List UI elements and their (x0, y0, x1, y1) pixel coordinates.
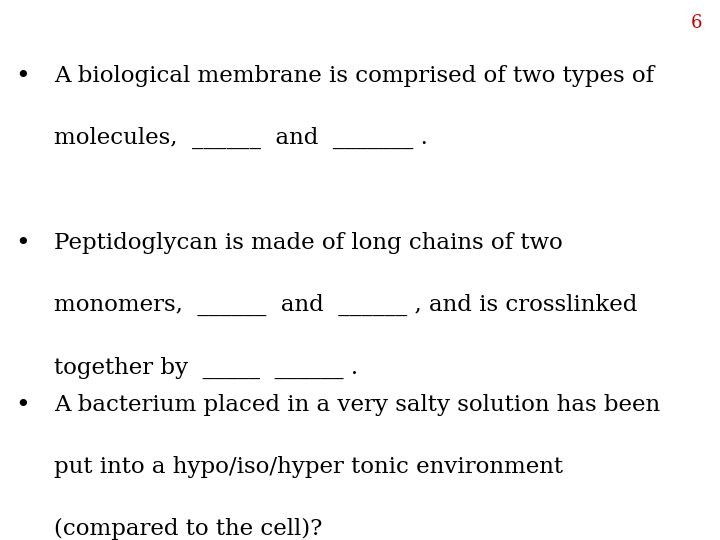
Text: •: • (16, 394, 30, 417)
Text: A biological membrane is comprised of two types of: A biological membrane is comprised of tw… (54, 65, 654, 87)
Text: (compared to the cell)?: (compared to the cell)? (54, 518, 323, 540)
Text: 6: 6 (690, 14, 702, 31)
Text: •: • (16, 65, 30, 88)
Text: molecules,  ______  and  _______ .: molecules, ______ and _______ . (54, 127, 428, 149)
Text: Peptidoglycan is made of long chains of two: Peptidoglycan is made of long chains of … (54, 232, 563, 254)
Text: •: • (16, 232, 30, 255)
Text: put into a hypo/iso/hyper tonic environment: put into a hypo/iso/hyper tonic environm… (54, 456, 563, 478)
Text: together by  _____  ______ .: together by _____ ______ . (54, 356, 358, 379)
Text: monomers,  ______  and  ______ , and is crosslinked: monomers, ______ and ______ , and is cro… (54, 294, 637, 316)
Text: A bacterium placed in a very salty solution has been: A bacterium placed in a very salty solut… (54, 394, 660, 416)
